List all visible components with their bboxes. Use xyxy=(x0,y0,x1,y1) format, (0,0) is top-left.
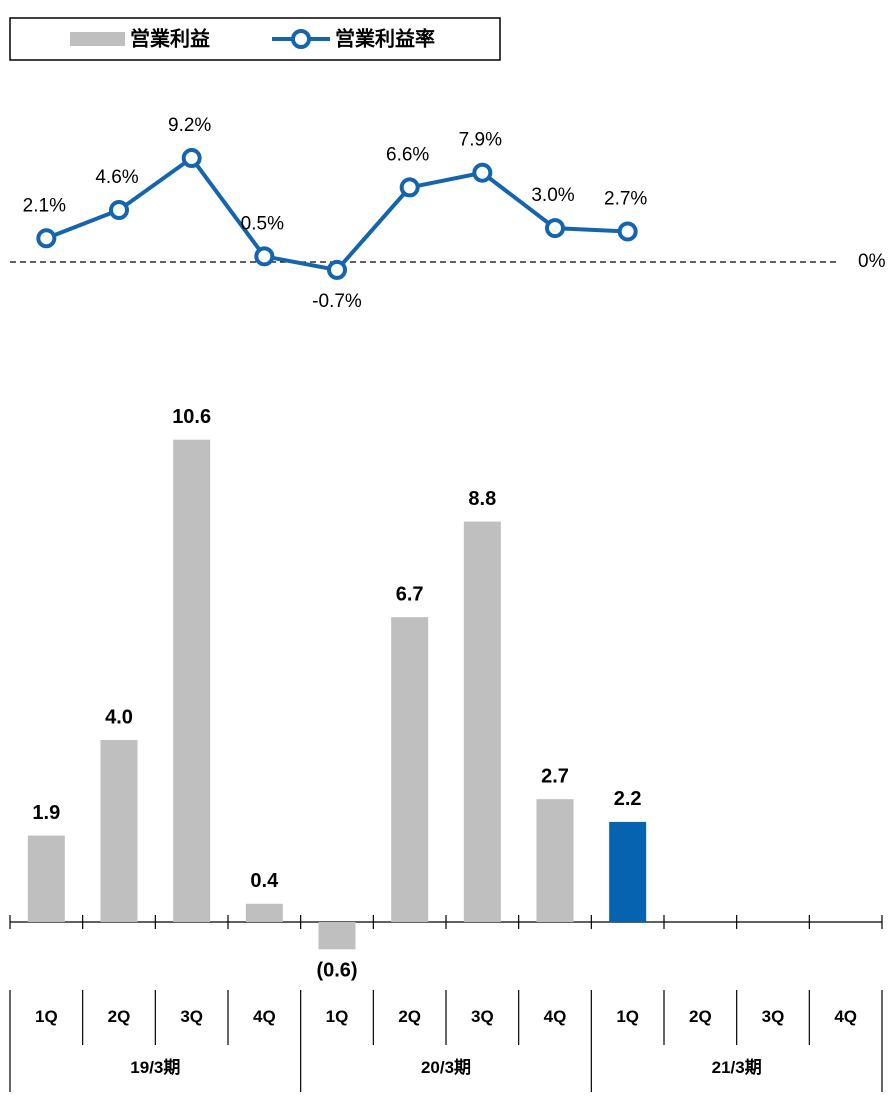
bar xyxy=(463,521,501,922)
x-tick-label: 3Q xyxy=(471,1007,494,1026)
bar xyxy=(173,439,211,922)
x-tick-label: 4Q xyxy=(834,1007,857,1026)
rate-value-label: 2.1% xyxy=(23,195,66,216)
bar-value-label: 2.2 xyxy=(614,788,642,810)
rate-value-label: -0.7% xyxy=(312,291,362,312)
rate-marker xyxy=(327,259,347,280)
group-label: 20/3期 xyxy=(421,1058,471,1077)
bar-value-label: (0.6) xyxy=(316,960,357,982)
rate-value-label: 9.2% xyxy=(168,115,211,136)
x-tick-label: 2Q xyxy=(398,1007,421,1026)
x-tick-label: 1Q xyxy=(616,1007,639,1026)
rate-value-label: 4.6% xyxy=(95,167,138,188)
bar xyxy=(609,821,647,922)
rate-marker xyxy=(617,221,638,242)
x-tick-label: 4Q xyxy=(253,1007,276,1026)
bar xyxy=(100,740,138,922)
legend-label: 営業利益 xyxy=(130,26,210,50)
legend-swatch xyxy=(70,32,125,46)
group-label: 19/3期 xyxy=(130,1058,180,1077)
group-label: 21/3期 xyxy=(712,1058,762,1077)
x-tick-label: 3Q xyxy=(762,1007,785,1026)
rate-marker xyxy=(181,148,202,169)
rate-marker xyxy=(109,200,129,221)
x-tick-label: 4Q xyxy=(544,1007,567,1026)
rate-value-label: 7.9% xyxy=(459,130,502,151)
bar xyxy=(391,617,429,922)
bar xyxy=(27,835,65,922)
bar xyxy=(245,903,283,922)
rate-marker xyxy=(36,228,57,249)
y2-tick-label: 0% xyxy=(858,251,886,272)
bar-value-label: 10.6 xyxy=(172,406,211,428)
x-tick-label: 3Q xyxy=(180,1007,203,1026)
bar-value-label: 6.7 xyxy=(396,583,424,605)
rate-value-label: 2.7% xyxy=(604,189,647,210)
x-tick-label: 1Q xyxy=(35,1007,58,1026)
bar-value-label: 1.9 xyxy=(32,802,60,824)
x-tick-label: 1Q xyxy=(326,1007,349,1026)
bar xyxy=(318,922,356,950)
rate-value-label: 0.5% xyxy=(241,213,284,234)
legend-label: 営業利益率 xyxy=(335,26,435,50)
bar-value-label: 0.4 xyxy=(250,870,279,892)
rate-marker xyxy=(254,246,275,267)
rate-marker xyxy=(399,177,420,198)
bar-value-label: 8.8 xyxy=(468,488,496,510)
rate-marker xyxy=(472,162,493,183)
bar xyxy=(536,799,574,922)
legend-marker xyxy=(291,29,311,49)
bar-value-label: 4.0 xyxy=(105,706,133,728)
x-tick-label: 2Q xyxy=(108,1007,131,1026)
rate-value-label: 6.6% xyxy=(386,144,429,165)
rate-marker xyxy=(545,218,565,239)
x-tick-label: 2Q xyxy=(689,1007,712,1026)
bar-value-label: 2.7 xyxy=(541,765,569,787)
rate-value-label: 3.0% xyxy=(531,185,574,206)
